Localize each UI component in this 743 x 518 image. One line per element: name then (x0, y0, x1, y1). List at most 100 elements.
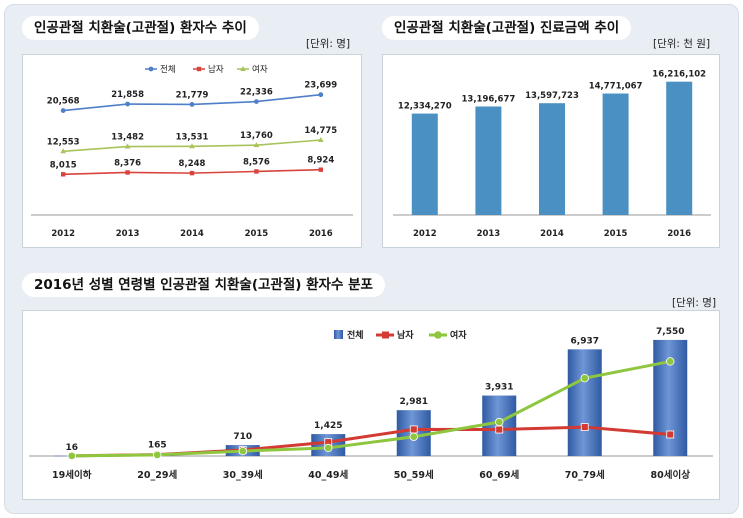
data-point-marker (238, 446, 247, 456)
legend-marker (148, 66, 154, 72)
cost-bar (666, 81, 693, 215)
data-value-label: 12,334,270 (398, 102, 452, 112)
legend-marker (434, 331, 442, 339)
data-value-label: 13,531 (176, 132, 209, 142)
x-tick-label: 2013 (477, 229, 501, 239)
legend-label: 전체 (347, 329, 364, 341)
data-value-label: 8,248 (179, 159, 206, 169)
data-value-label: 14,775 (304, 126, 337, 136)
data-value-label: 22,336 (240, 88, 273, 98)
data-value-label: 21,779 (176, 90, 209, 100)
data-point-marker (580, 423, 589, 431)
x-tick-label: 40_49세 (308, 469, 348, 481)
data-point-marker (153, 450, 162, 460)
legend-label: 여자 (450, 329, 467, 341)
cost-bar (539, 103, 565, 215)
patients-trend-chart: 2012 2013 2014 2015 2016 20,568 21,858 21,779 22… (31, 64, 353, 239)
x-tick-label: 60_69세 (479, 469, 519, 481)
data-point-marker (318, 92, 324, 98)
data-value-label: 8,015 (50, 160, 77, 170)
data-value-label: 2,981 (400, 397, 428, 407)
x-tick-label: 19세이하 (52, 469, 92, 481)
cost-bar (475, 106, 502, 215)
legend-swatch (334, 330, 343, 339)
data-point-marker (254, 99, 259, 105)
total-bar (567, 349, 602, 456)
cost-bar (602, 93, 629, 215)
age-distribution-chart: 16 19세이하 165 20_29세 710 30_39세 1,425 40_49세 2,98… (29, 327, 713, 481)
x-tick-label: 2015 (604, 229, 628, 239)
data-point-marker (61, 172, 66, 177)
age-distribution-title: 2016년 성별 연령별 인공관절 치환술(고관절) 환자수 분포 (22, 273, 385, 297)
legend-label: 전체 (160, 64, 176, 75)
data-value-label: 710 (233, 432, 252, 442)
data-point-marker (666, 430, 675, 439)
data-point-marker (189, 170, 195, 176)
data-point-marker (125, 170, 130, 175)
data-point-marker (60, 108, 66, 113)
data-value-label: 16 (65, 443, 78, 453)
data-value-label: 16,216,102 (652, 70, 706, 80)
data-value-label: 13,482 (111, 133, 144, 143)
data-value-label: 14,771,067 (589, 82, 643, 92)
data-value-label: 165 (148, 440, 167, 450)
data-value-label: 12,553 (47, 137, 80, 147)
data-value-label: 23,699 (304, 81, 337, 91)
age-distribution-unit: [단위: 명] (672, 297, 717, 309)
x-tick-label: 70_79세 (565, 469, 605, 481)
patients-trend-unit: [단위: 명] (306, 38, 351, 50)
data-point-marker (254, 169, 259, 174)
data-point-marker (409, 425, 418, 434)
legend-label: 여자 (252, 64, 268, 75)
x-tick-label: 20_29세 (137, 469, 177, 481)
cost-bar (411, 113, 438, 215)
data-point-marker (495, 417, 504, 427)
legend-label: 남자 (397, 329, 414, 341)
x-tick-label: 80세이상 (651, 469, 691, 481)
age-distribution-chart-box: 16 19세이하 165 20_29세 710 30_39세 1,425 40_49세 2,98… (22, 310, 720, 500)
x-tick-label: 50_59세 (394, 469, 434, 481)
data-value-label: 13,196,677 (462, 94, 516, 104)
data-value-label: 21,858 (111, 90, 144, 100)
series-line-3 (71, 359, 671, 458)
x-tick-label: 2012 (51, 229, 75, 239)
data-point-marker (67, 451, 76, 461)
x-tick-label: 2014 (540, 229, 564, 239)
data-point-marker (124, 143, 131, 149)
data-value-label: 6,937 (571, 336, 599, 346)
data-value-label: 1,425 (314, 421, 342, 431)
data-point-marker (60, 148, 66, 154)
data-value-label: 8,924 (307, 156, 334, 166)
data-point-marker (318, 167, 323, 172)
x-tick-label: 2013 (116, 229, 140, 239)
legend-marker (196, 66, 202, 72)
data-value-label: 13,760 (240, 131, 273, 141)
x-tick-label: 2012 (413, 229, 437, 239)
data-value-label: 3,931 (485, 383, 513, 393)
data-value-label: 20,568 (47, 97, 80, 107)
cost-trend-unit: [단위: 천 원] (653, 38, 711, 50)
cost-trend-chart-box: 12,334,270 2012 13,196,677 2013 13,597,723 20… (382, 54, 720, 248)
data-point-marker (253, 142, 260, 148)
data-point-marker (189, 102, 195, 107)
x-tick-label: 2016 (667, 229, 691, 239)
x-tick-label: 30_39세 (223, 469, 263, 481)
data-value-label: 7,550 (656, 327, 684, 337)
data-value-label: 8,376 (114, 158, 141, 168)
cost-trend-chart: 12,334,270 2012 13,196,677 2013 13,597,723 20… (393, 70, 711, 239)
data-point-marker (318, 136, 324, 142)
patients-trend-title: 인공관절 치환술(고관절) 환자수 추이 (22, 16, 259, 40)
legend-marker (382, 331, 389, 339)
x-tick-label: 2015 (245, 229, 269, 239)
cost-trend-title: 인공관절 치환술(고관절) 진료금액 추이 (382, 16, 632, 40)
data-point-marker (580, 374, 589, 383)
x-tick-label: 2016 (309, 229, 333, 239)
data-point-marker (409, 432, 418, 441)
x-tick-label: 2014 (180, 229, 204, 239)
data-point-marker (666, 357, 675, 366)
patients-trend-chart-box: 2012 2013 2014 2015 2016 20,568 21,858 21,779 22… (22, 54, 362, 248)
data-point-marker (189, 143, 195, 149)
data-value-label: 13,597,723 (525, 91, 579, 101)
data-point-marker (324, 443, 333, 453)
legend-label: 남자 (208, 65, 224, 75)
